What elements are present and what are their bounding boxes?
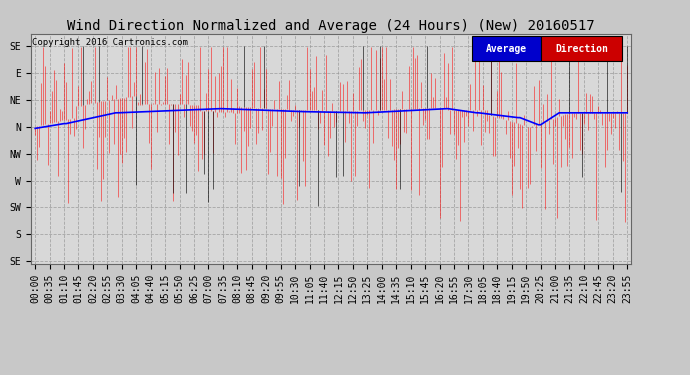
- Text: Copyright 2016 Cartronics.com: Copyright 2016 Cartronics.com: [32, 38, 188, 47]
- Text: Direction: Direction: [555, 44, 609, 54]
- Text: Average: Average: [486, 44, 527, 54]
- Bar: [542, 36, 622, 62]
- Bar: [472, 36, 542, 62]
- Title: Wind Direction Normalized and Average (24 Hours) (New) 20160517: Wind Direction Normalized and Average (2…: [68, 19, 595, 33]
